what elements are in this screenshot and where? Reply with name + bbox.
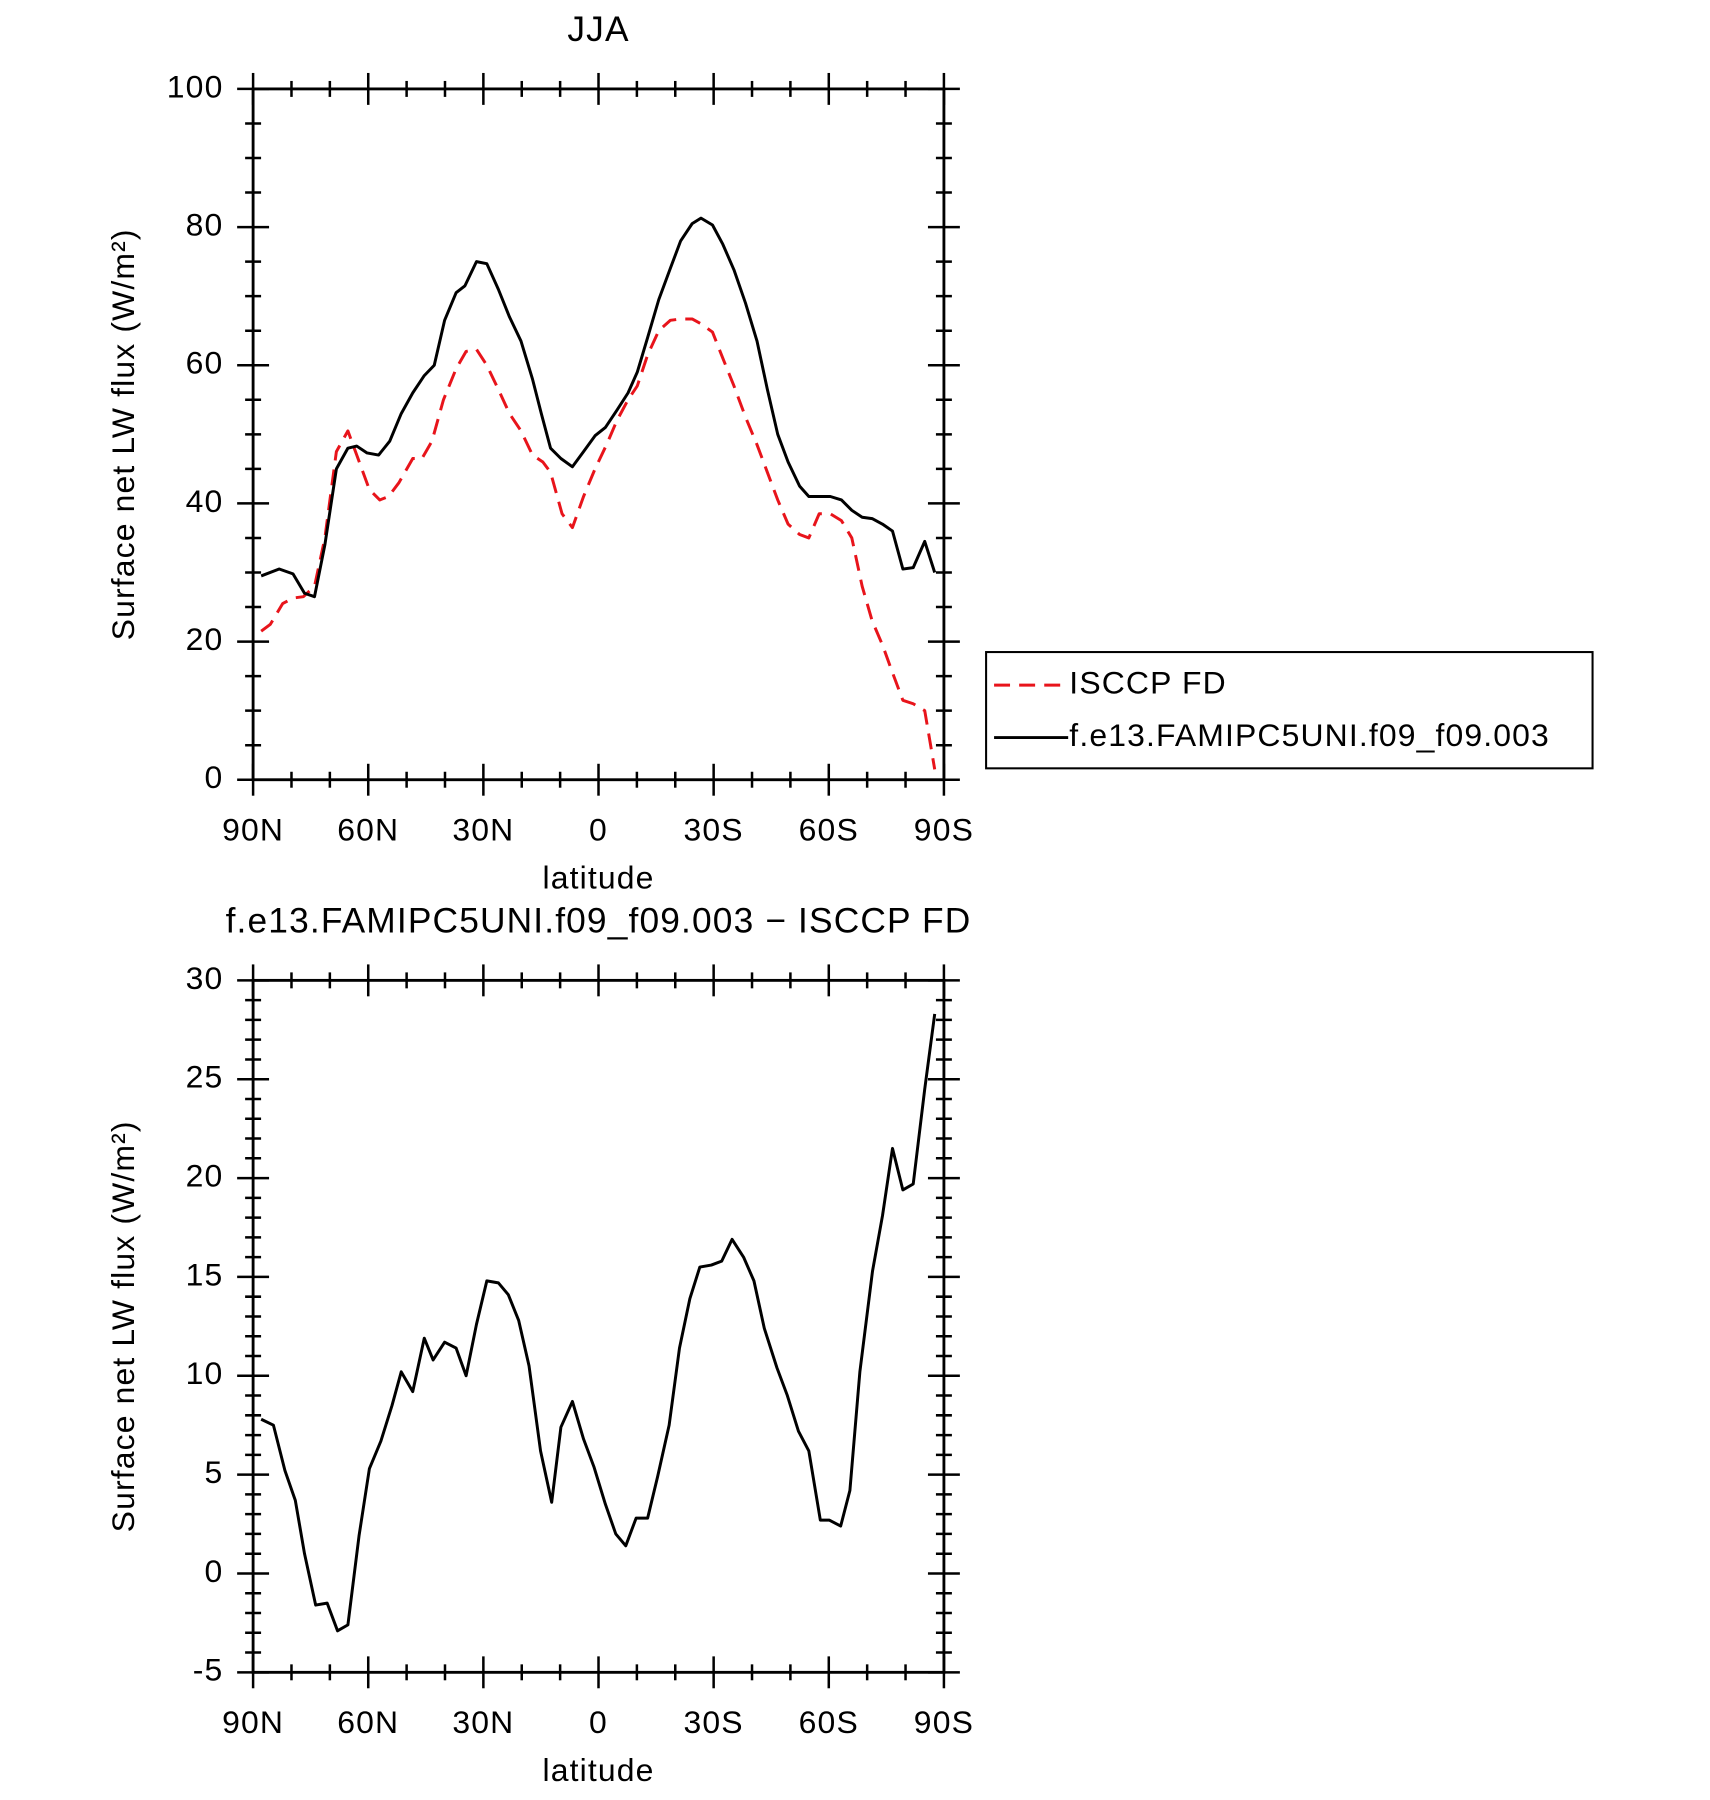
y-axis-label: Surface net LW flux (W/m²) [105,1120,141,1532]
y-tick-label: 60 [186,345,224,381]
x-tick-label: 0 [589,1704,608,1740]
data-line [260,1013,937,1633]
data-line [260,216,937,599]
y-tick-label: 100 [167,68,224,104]
y-tick-label: 25 [186,1059,224,1095]
data-line [260,317,937,770]
y-tick-label: 20 [186,1157,224,1193]
y-tick-label: 10 [186,1355,224,1391]
legend-label: ISCCP FD [1069,665,1226,701]
x-tick-label: 30N [452,1704,514,1740]
y-tick-label: -5 [193,1652,224,1688]
x-tick-label: 90S [914,1704,974,1740]
x-tick-label: 60S [799,812,859,848]
y-tick-label: 20 [186,621,224,657]
x-tick-label: 90N [222,812,284,848]
x-tick-label: 30S [684,1704,744,1740]
chart-title: JJA [567,10,629,49]
y-tick-label: 30 [186,960,224,996]
x-tick-label: 60N [337,1704,399,1740]
y-tick-label: 15 [186,1256,224,1292]
plot-frame [251,978,946,1674]
y-tick-label: 0 [205,759,224,795]
x-tick-label: 0 [589,812,608,848]
x-tick-label: 30N [452,812,514,848]
x-tick-label: 90S [914,812,974,848]
x-tick-label: 90N [222,1704,284,1740]
y-tick-label: 40 [186,483,224,519]
legend-box [985,651,1594,770]
chart-title: f.e13.FAMIPC5UNI.f09_f09.003 − ISCCP FD [226,902,972,941]
y-tick-label: 5 [205,1454,224,1490]
x-axis-label: latitude [543,1752,655,1788]
y-axis-label: Surface net LW flux (W/m²) [105,228,141,640]
x-tick-label: 60N [337,812,399,848]
x-tick-label: 60S [799,1704,859,1740]
legend-label: f.e13.FAMIPC5UNI.f09_f09.003 [1069,717,1550,753]
y-tick-label: 0 [205,1553,224,1589]
x-tick-label: 30S [684,812,744,848]
y-tick-label: 80 [186,207,224,243]
x-axis-label: latitude [543,859,655,895]
